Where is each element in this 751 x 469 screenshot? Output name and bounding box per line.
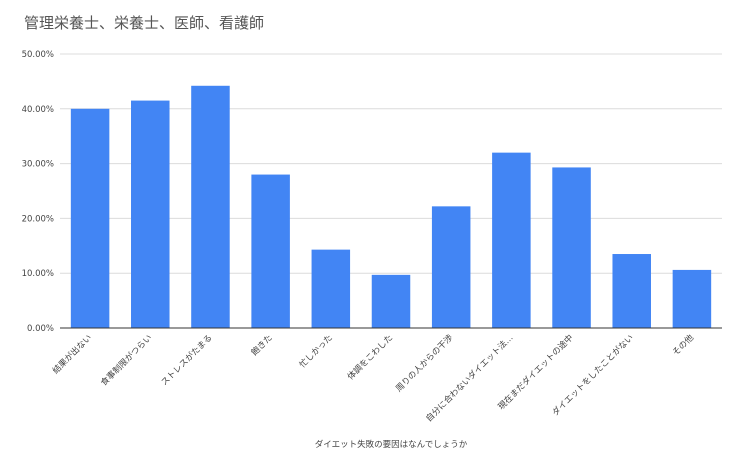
- x-axis-label: ダイエット失敗の要因はなんでしょうか: [315, 439, 468, 450]
- bar: [131, 100, 170, 328]
- x-tick-label: ストレスがたまる: [159, 332, 215, 388]
- bar: [431, 206, 471, 328]
- y-tick-label: 50.00%: [22, 50, 54, 60]
- bar: [251, 174, 290, 328]
- chart-title: 管理栄養士、栄養士、医師、看護師: [24, 14, 265, 32]
- bar: [191, 85, 230, 328]
- bar: [70, 108, 110, 328]
- bar: [612, 254, 651, 328]
- y-tick-label: 30.00%: [22, 160, 54, 170]
- bar: [311, 249, 351, 328]
- y-tick-label: 0.00%: [27, 324, 54, 334]
- gridlines: [60, 53, 722, 274]
- x-tick-label: 飽きた: [249, 332, 275, 358]
- y-tick-label: 10.00%: [22, 269, 54, 279]
- x-tick-label: 食事制限がつらい: [99, 332, 155, 388]
- x-tick-label: 体調をこわした: [345, 332, 395, 382]
- x-tick-label: 周りの人からの干渉: [393, 332, 455, 394]
- x-tick-label: その他: [670, 332, 696, 358]
- bar: [552, 167, 591, 328]
- x-tick-label: 結果が出ない: [50, 332, 94, 376]
- y-axis-ticks: 0.00% 10.00% 20.00% 30.00% 40.00% 50.00%: [22, 50, 54, 334]
- bar: [371, 274, 411, 328]
- y-tick-label: 20.00%: [22, 214, 54, 224]
- bars: [70, 85, 712, 328]
- y-tick-label: 40.00%: [22, 105, 54, 115]
- bar: [492, 152, 531, 328]
- bar: [672, 269, 712, 328]
- x-axis-ticks: 結果が出ない 食事制限がつらい ストレスがたまる 飽きた 忙しかった 体調をこわした 周りの…: [50, 332, 696, 424]
- x-tick-label: 忙しかった: [297, 332, 335, 370]
